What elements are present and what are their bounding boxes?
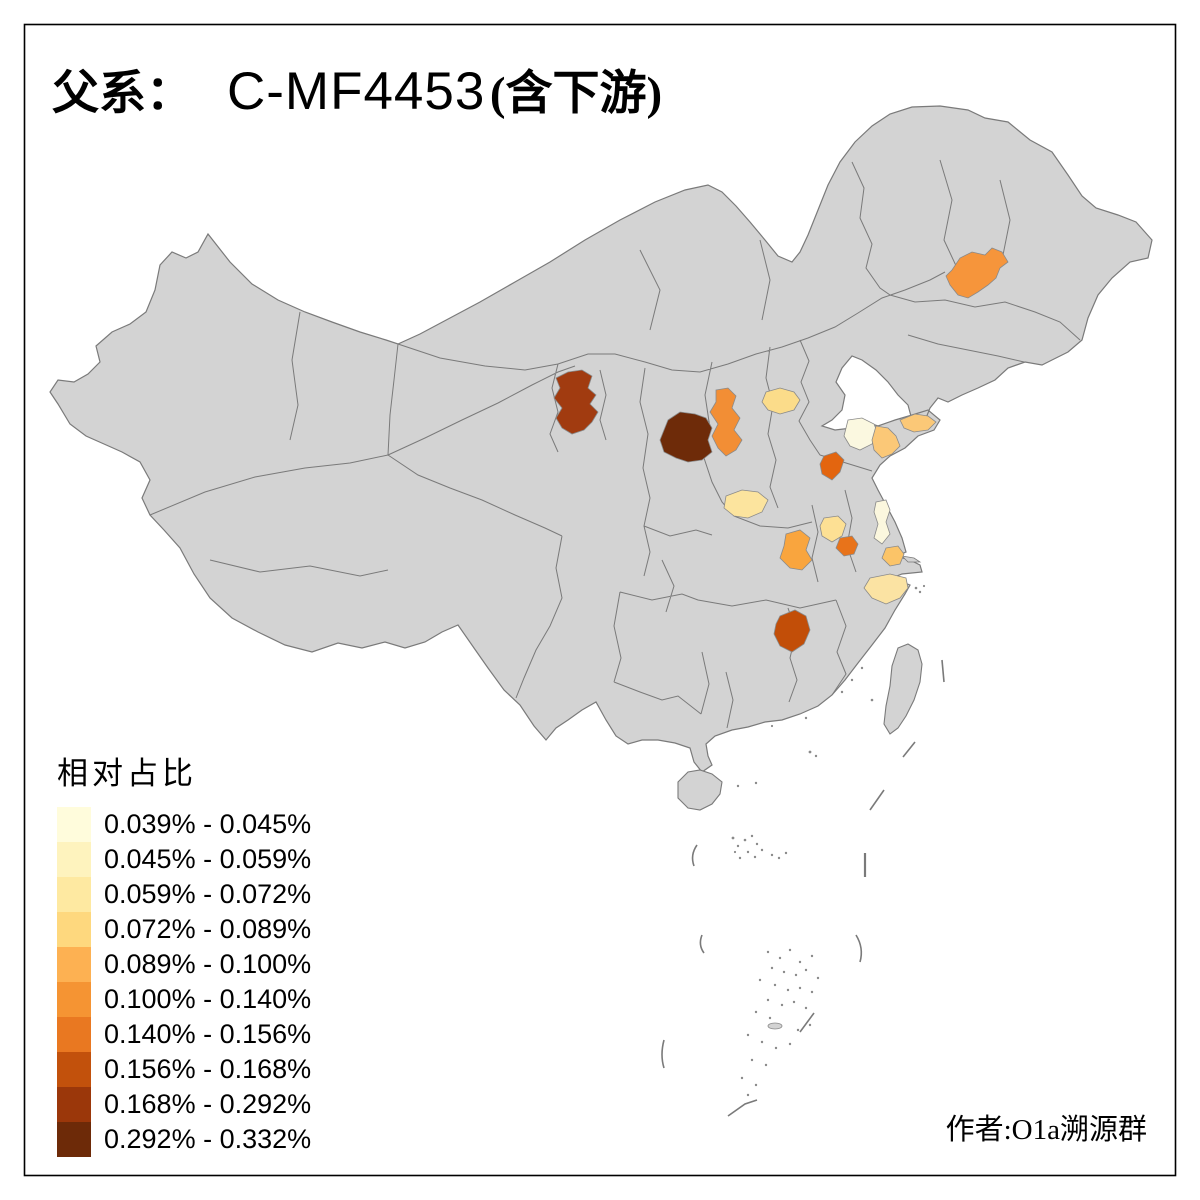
legend-swatch <box>57 1052 91 1087</box>
legend-row: 0.072% - 0.089% <box>57 912 311 947</box>
legend-label: 0.059% - 0.072% <box>104 879 312 909</box>
legend-row: 0.039% - 0.045% <box>57 807 311 842</box>
legend-label: 0.045% - 0.059% <box>104 844 312 874</box>
mainland-outline <box>49 105 1153 773</box>
legend-label: 0.100% - 0.140% <box>104 984 312 1014</box>
spratly-larger-island <box>767 1022 783 1030</box>
legend-row: 0.059% - 0.072% <box>57 877 311 912</box>
province-borders <box>149 159 1081 729</box>
legend-swatch <box>57 1017 91 1052</box>
map-region-northeast-jilin <box>945 247 1009 299</box>
land-layer <box>49 105 1153 811</box>
map-region-north-shaanxi <box>659 411 713 463</box>
map-region-anhui-northwest <box>819 515 847 543</box>
map-region-jiangsu-south <box>881 545 905 567</box>
legend-row: 0.168% - 0.292% <box>57 1087 311 1122</box>
map-region-shandong-peninsula <box>899 413 937 433</box>
highlighted-regions <box>553 247 1009 653</box>
legend-swatch <box>57 842 91 877</box>
title-haplogroup: C-MF4453 <box>227 62 486 121</box>
map-region-shandong-central <box>871 425 901 459</box>
south-china-sea-islands <box>731 584 926 1097</box>
legend-label: 0.039% - 0.045% <box>104 809 312 839</box>
attribution-text: 作者:O1a溯源群 <box>945 1114 1147 1146</box>
title-suffix: (含下游) <box>489 68 663 120</box>
legend-swatch <box>57 1087 91 1122</box>
map-region-shandong-west <box>843 417 879 451</box>
legend-label: 0.168% - 0.292% <box>104 1089 312 1119</box>
hainan-island <box>677 769 723 811</box>
map-region-west-shanxi <box>709 387 743 457</box>
taiwan-island <box>883 643 923 735</box>
legend-swatch <box>57 807 91 842</box>
legend-label: 0.156% - 0.168% <box>104 1054 312 1084</box>
legend-row: 0.100% - 0.140% <box>57 982 311 1017</box>
frame-border <box>23 23 1177 1177</box>
page-title: 父系： C-MF4453 (含下游) <box>52 54 662 123</box>
map-region-jiangsu-central <box>873 499 891 545</box>
map-region-south-shanxi <box>723 489 769 519</box>
title-prefix: 父系： <box>52 68 193 120</box>
legend-row: 0.045% - 0.059% <box>57 842 311 877</box>
legend-label: 0.140% - 0.156% <box>104 1019 312 1049</box>
legend-title: 相对占比 <box>57 756 197 791</box>
legend-label: 0.292% - 0.332% <box>104 1124 312 1154</box>
legend-label: 0.072% - 0.089% <box>104 914 312 944</box>
map-region-hebei-shijiazhuang <box>761 387 801 415</box>
legend-swatch <box>57 982 91 1017</box>
chongming-island <box>900 555 922 563</box>
legend-row: 0.089% - 0.100% <box>57 947 311 982</box>
legend-swatch <box>57 1122 91 1157</box>
map-region-henan-hubei-border <box>779 529 813 571</box>
map-region-zhejiang-north <box>863 573 909 605</box>
legend-row: 0.140% - 0.156% <box>57 1017 311 1052</box>
legend-swatch <box>57 912 91 947</box>
legend-row: 0.156% - 0.168% <box>57 1052 311 1087</box>
map-region-anhui-central <box>835 535 859 557</box>
legend-label: 0.089% - 0.100% <box>104 949 312 979</box>
sea-boundary-dashes <box>661 659 945 1117</box>
legend-swatch <box>57 877 91 912</box>
legend-swatch <box>57 947 91 982</box>
legend-row: 0.292% - 0.332% <box>57 1122 311 1157</box>
map-region-ningxia <box>553 369 599 435</box>
map-legend: 相对占比 0.039% - 0.045% 0.045% - 0.059% 0.0… <box>57 748 311 1157</box>
map-region-hunan-jiangxi-border <box>773 609 811 653</box>
map-region-shandong-southwest <box>819 451 845 481</box>
